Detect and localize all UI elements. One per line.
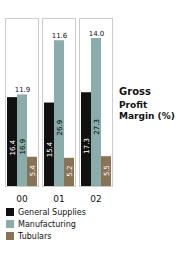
svg-text:16.4: 16.4 — [9, 139, 17, 155]
svg-text:14.0: 14.0 — [89, 30, 105, 38]
svg-text:17.3: 17.3 — [83, 138, 91, 154]
svg-text:01: 01 — [53, 194, 64, 204]
svg-text:5.2: 5.2 — [66, 165, 74, 176]
html-text:Gross: Gross — [119, 86, 151, 97]
html-text:Manufacturing: Manufacturing — [18, 219, 76, 229]
svg-text:15.4: 15.4 — [46, 141, 54, 157]
svg-text:16.9: 16.9 — [19, 139, 27, 155]
html-text:General Supplies: General Supplies — [18, 207, 86, 217]
svg-text:27.3: 27.3 — [93, 119, 101, 135]
svg-text:00: 00 — [16, 194, 28, 204]
svg-text:11.6: 11.6 — [52, 32, 68, 40]
svg-text:5.5: 5.5 — [103, 165, 111, 176]
html-text:Profit Margin (%): Profit Margin (%) — [119, 100, 175, 121]
html-text:Tubulars: Tubulars — [18, 231, 52, 241]
svg-text:11.9: 11.9 — [15, 86, 31, 94]
svg-text:5.4: 5.4 — [29, 165, 37, 177]
svg-text:02: 02 — [90, 194, 101, 204]
svg-text:26.9: 26.9 — [56, 120, 64, 136]
